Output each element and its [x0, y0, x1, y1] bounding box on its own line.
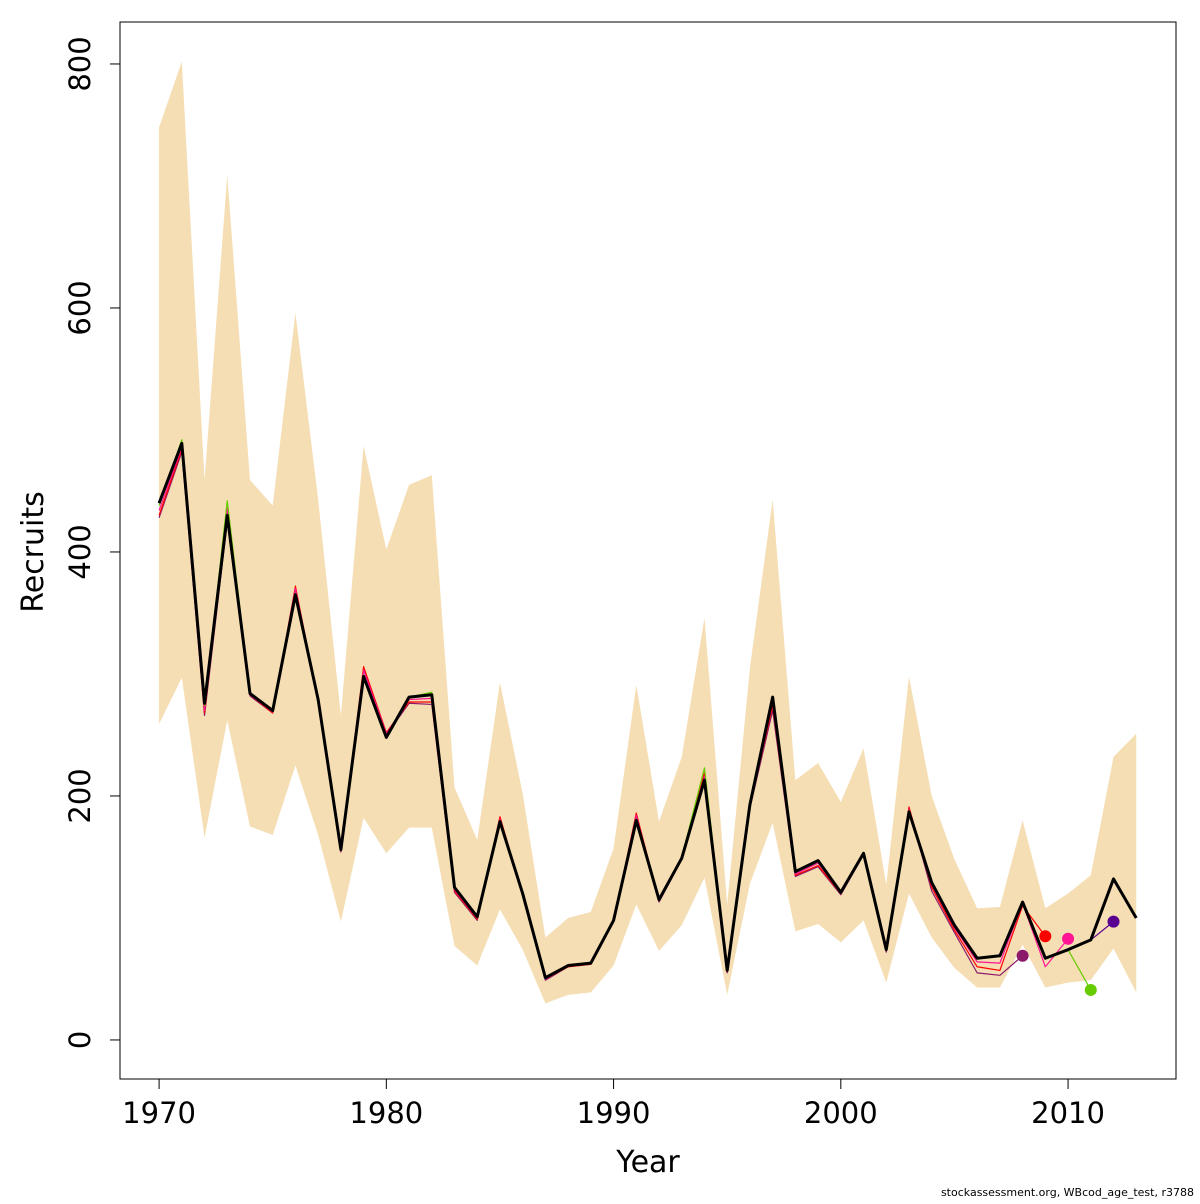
x-tick-label: 1970 — [122, 1096, 196, 1130]
peel-end-point — [1016, 949, 1029, 962]
y-tick-label: 0 — [63, 1031, 97, 1049]
y-tick-label: 800 — [63, 36, 97, 91]
confidence-band — [159, 61, 1137, 1004]
y-tick-label: 600 — [63, 280, 97, 335]
footer: stockassessment.org, WBcod_age_test, r37… — [941, 1186, 1194, 1199]
y-tick-label: 400 — [63, 524, 97, 579]
x-axis-label: Year — [615, 1145, 680, 1180]
y-axis-label: Recruits — [16, 491, 51, 613]
x-tick-label: 1980 — [349, 1096, 423, 1130]
series-line — [157, 441, 1138, 980]
y-tick-label: 200 — [63, 768, 97, 823]
peel-end-point — [1039, 930, 1052, 943]
x-tick-label: 2010 — [1031, 1096, 1105, 1130]
peel-end-point — [1107, 915, 1120, 928]
x-tick-label: 1990 — [577, 1096, 651, 1130]
x-tick-label: 2000 — [804, 1096, 878, 1130]
peel-end-point — [1084, 983, 1097, 996]
peel-end-point — [1062, 932, 1075, 945]
